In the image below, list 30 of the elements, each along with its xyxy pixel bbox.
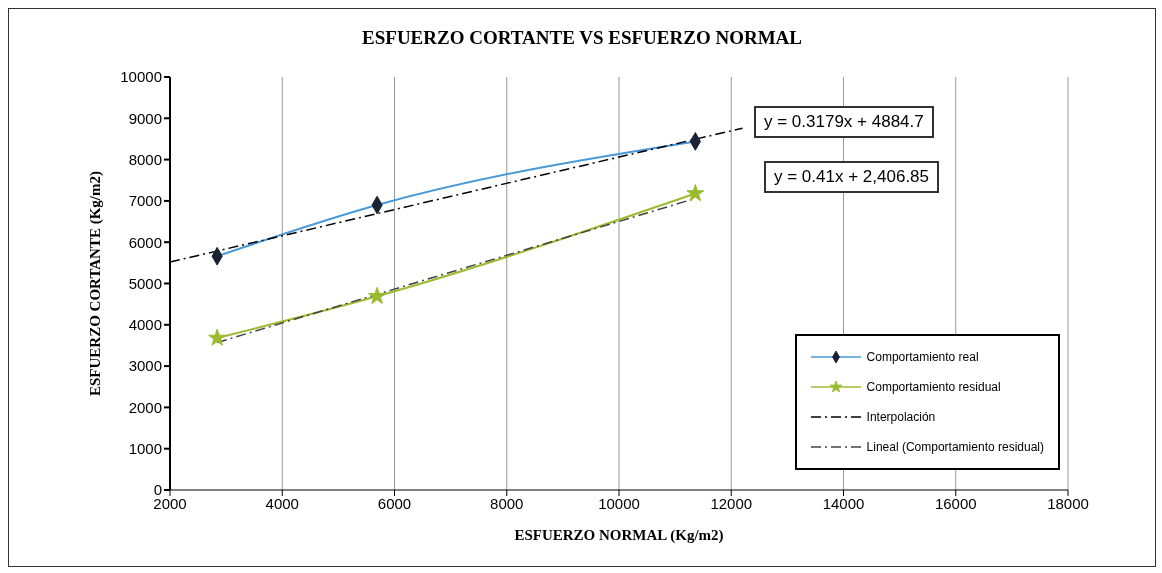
legend-label: Lineal (Comportamiento residual) (866, 440, 1044, 454)
x-tick-label: 8000 (490, 494, 524, 512)
y-tick-label: 4000 (128, 316, 162, 334)
y-tick-label: 8000 (128, 150, 162, 168)
x-tick-label: 16000 (934, 494, 977, 512)
point (208, 328, 227, 346)
chart-title: ESFUERZO CORTANTE VS ESFUERZO NORMAL (361, 27, 803, 49)
x-tick-label: 10000 (598, 494, 640, 512)
y-tick-label: 5000 (128, 274, 162, 292)
y-tick-label: 1000 (128, 440, 162, 458)
x-tick-label: 18000 (1047, 494, 1089, 512)
x-tick-label: 14000 (822, 494, 865, 512)
annotation: y = 0.41x + 2,406.85 (764, 161, 940, 193)
y-tick-label: 7000 (128, 192, 162, 210)
point (368, 286, 387, 305)
point (686, 184, 705, 202)
legend-label: Interpolación (866, 410, 936, 424)
y-tick-label: 3000 (128, 357, 162, 375)
y-tick-label: 6000 (128, 233, 162, 251)
y-tick-label: 10000 (120, 68, 162, 86)
y-tick-label: 2000 (128, 398, 162, 416)
annotation: y = 0.3179x + 4884.7 (754, 106, 934, 138)
x-tick-label: 12000 (710, 494, 753, 512)
x-axis-title: ESFUERZO NORMAL (Kg/m2) (514, 527, 724, 544)
y-tick-label: 9000 (128, 109, 162, 127)
legend-label: Comportamiento real (866, 350, 979, 364)
y-axis-title: ESFUERZO CORTANTE (Kg/m2) (87, 170, 105, 397)
legend-label: Comportamiento residual (866, 380, 1001, 394)
x-tick-label: 4000 (265, 494, 299, 512)
x-tick-label: 6000 (377, 494, 412, 512)
